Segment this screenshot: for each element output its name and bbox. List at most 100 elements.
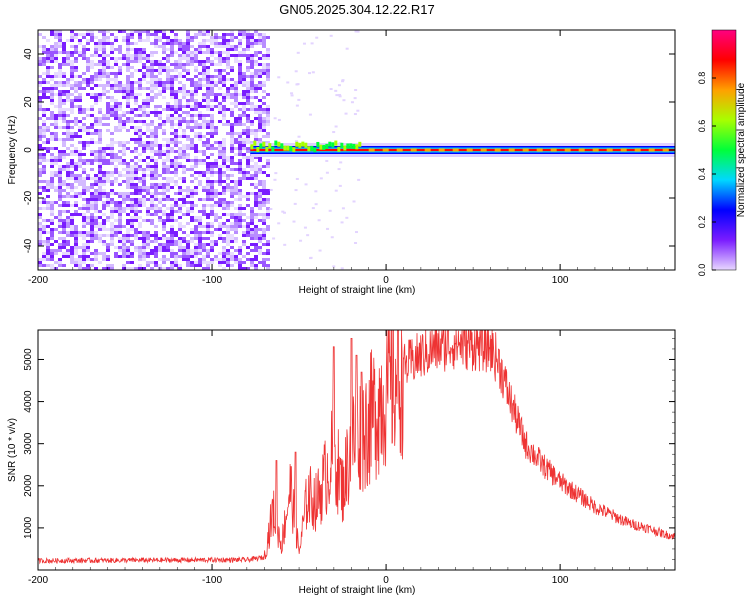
noise-cell: [230, 237, 234, 240]
noise-cell: [202, 45, 206, 48]
noise-cell: [250, 66, 254, 69]
noise-cell: [190, 144, 194, 147]
noise-cell: [110, 192, 114, 195]
noise-cell: [186, 36, 190, 39]
noise-cell: [102, 150, 106, 153]
noise-cell: [134, 189, 138, 192]
noise-cell: [238, 135, 242, 138]
noise-cell: [110, 183, 114, 186]
noise-cell: [42, 78, 46, 81]
noise-cell: [258, 195, 262, 198]
noise-cell: [246, 150, 250, 153]
noise-cell: [134, 51, 138, 54]
noise-cell: [154, 246, 158, 249]
noise-cell: [234, 117, 238, 120]
noise-cell: [194, 243, 198, 246]
noise-cell: [106, 81, 110, 84]
noise-cell: [202, 210, 206, 213]
noise-cell: [114, 102, 118, 105]
noise-cell: [246, 228, 250, 231]
noise-cell: [62, 90, 66, 93]
noise-cell: [238, 177, 242, 180]
noise-cell: [254, 198, 258, 201]
noise-cell: [234, 162, 238, 165]
noise-cell: [178, 72, 182, 75]
noise-cell: [118, 114, 122, 117]
noise-cell: [110, 45, 114, 48]
scatter-cell: [335, 94, 339, 97]
noise-cell: [166, 108, 170, 111]
noise-cell: [262, 234, 266, 237]
noise-cell: [198, 258, 202, 261]
noise-cell: [90, 150, 94, 153]
noise-cell: [210, 135, 214, 138]
noise-cell: [202, 171, 206, 174]
noise-cell: [206, 93, 210, 96]
noise-cell: [98, 198, 102, 201]
noise-cell: [210, 246, 214, 249]
noise-cell: [166, 114, 170, 117]
noise-cell: [114, 207, 118, 210]
noise-cell: [258, 234, 262, 237]
noise-cell: [218, 108, 222, 111]
noise-cell: [162, 165, 166, 168]
noise-cell: [186, 33, 190, 36]
noise-cell: [206, 144, 210, 147]
noise-cell: [42, 81, 46, 84]
noise-cell: [246, 225, 250, 228]
noise-cell: [114, 75, 118, 78]
noise-cell: [254, 138, 258, 141]
noise-cell: [226, 204, 230, 207]
noise-cell: [74, 246, 78, 249]
noise-cell: [198, 78, 202, 81]
noise-cell: [254, 267, 258, 270]
noise-cell: [190, 36, 194, 39]
noise-cell: [182, 168, 186, 171]
noise-cell: [178, 192, 182, 195]
noise-cell: [70, 159, 74, 162]
noise-cell: [162, 192, 166, 195]
noise-cell: [114, 81, 118, 84]
noise-cell: [66, 99, 70, 102]
noise-cell: [182, 225, 186, 228]
noise-cell: [142, 240, 146, 243]
noise-cell: [250, 177, 254, 180]
noise-cell: [42, 231, 46, 234]
noise-cell: [86, 210, 90, 213]
noise-cell: [166, 153, 170, 156]
noise-cell: [198, 249, 202, 252]
noise-cell: [98, 84, 102, 87]
noise-cell: [226, 39, 230, 42]
noise-cell: [98, 39, 102, 42]
x-tick-label: -200: [28, 575, 48, 586]
noise-cell: [242, 138, 246, 141]
noise-cell: [186, 234, 190, 237]
noise-cell: [42, 87, 46, 90]
noise-cell: [222, 108, 226, 111]
noise-cell: [222, 165, 226, 168]
noise-cell: [162, 186, 166, 189]
noise-cell: [174, 42, 178, 45]
noise-cell: [266, 63, 270, 66]
noise-cell: [150, 198, 154, 201]
noise-cell: [50, 96, 54, 99]
noise-cell: [78, 165, 82, 168]
noise-cell: [98, 138, 102, 141]
noise-cell: [42, 264, 46, 267]
noise-cell: [138, 177, 142, 180]
noise-cell: [118, 48, 122, 51]
noise-cell: [58, 180, 62, 183]
noise-cell: [118, 30, 122, 33]
noise-cell: [150, 156, 154, 159]
noise-cell: [246, 84, 250, 87]
noise-cell: [242, 30, 246, 33]
noise-cell: [70, 222, 74, 225]
noise-cell: [66, 210, 70, 213]
noise-cell: [194, 69, 198, 72]
noise-cell: [258, 72, 262, 75]
noise-cell: [190, 78, 194, 81]
noise-cell: [262, 258, 266, 261]
noise-cell: [230, 132, 234, 135]
noise-cell: [222, 240, 226, 243]
noise-cell: [78, 105, 82, 108]
